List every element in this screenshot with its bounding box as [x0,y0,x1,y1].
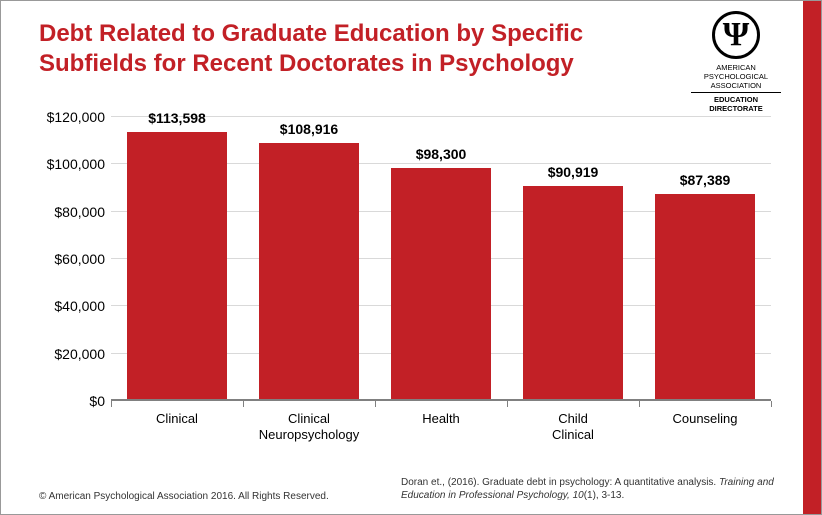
x-category-label: ClinicalNeuropsychology [243,405,375,445]
x-labels: ClinicalClinicalNeuropsychologyHealthChi… [111,405,771,445]
bar: $87,389 [655,194,755,401]
logo-line: EDUCATION [691,95,781,104]
bar-slot: $108,916 [243,117,375,401]
y-tick-label: $60,000 [33,251,105,267]
footer: © American Psychological Association 201… [39,476,781,502]
y-tick-label: $0 [33,393,105,409]
bars-container: $113,598 $108,916 $98,300 $90,919 $87,389 [111,117,771,401]
citation: Doran et., (2016). Graduate debt in psyc… [401,476,781,502]
y-tick-label: $100,000 [33,156,105,172]
x-category-label: ChildClinical [507,405,639,445]
y-tick-label: $20,000 [33,346,105,362]
bar-slot: $98,300 [375,117,507,401]
bar-value-label: $87,389 [680,172,731,188]
bar: $90,919 [523,186,623,401]
x-category-label: Clinical [111,405,243,445]
logo-line: PSYCHOLOGICAL [691,72,781,81]
logo-line: ASSOCIATION [691,81,781,90]
y-tick-label: $120,000 [33,109,105,125]
chart-title: Debt Related to Graduate Education by Sp… [39,19,599,79]
bar-value-label: $98,300 [416,146,467,162]
bar-slot: $87,389 [639,117,771,401]
bar-slot: $113,598 [111,117,243,401]
bar: $98,300 [391,168,491,401]
citation-text: Doran et., (2016). Graduate debt in psyc… [401,477,716,488]
citation-text: (1), 3-13. [584,490,625,501]
side-accent-bar [803,1,821,514]
bar-slot: $90,919 [507,117,639,401]
apa-logo: Ψ AMERICAN PSYCHOLOGICAL ASSOCIATION EDU… [691,11,781,113]
bar-value-label: $113,598 [148,110,206,126]
plot-area: $113,598 $108,916 $98,300 $90,919 $87,389 [111,117,771,401]
bar: $108,916 [259,143,359,401]
logo-text: AMERICAN PSYCHOLOGICAL ASSOCIATION EDUCA… [691,63,781,113]
y-tick-label: $40,000 [33,298,105,314]
logo-line: AMERICAN [691,63,781,72]
x-axis [111,399,771,401]
x-category-label: Counseling [639,405,771,445]
bar: $113,598 [127,132,227,401]
bar-chart: $113,598 $108,916 $98,300 $90,919 $87,389 Cl… [33,109,771,445]
x-category-label: Health [375,405,507,445]
bar-value-label: $108,916 [280,121,338,137]
copyright-text: © American Psychological Association 201… [39,491,329,502]
y-tick-label: $80,000 [33,204,105,220]
bar-value-label: $90,919 [548,164,599,180]
x-tick-mark [771,401,772,407]
psi-icon: Ψ [712,11,760,59]
